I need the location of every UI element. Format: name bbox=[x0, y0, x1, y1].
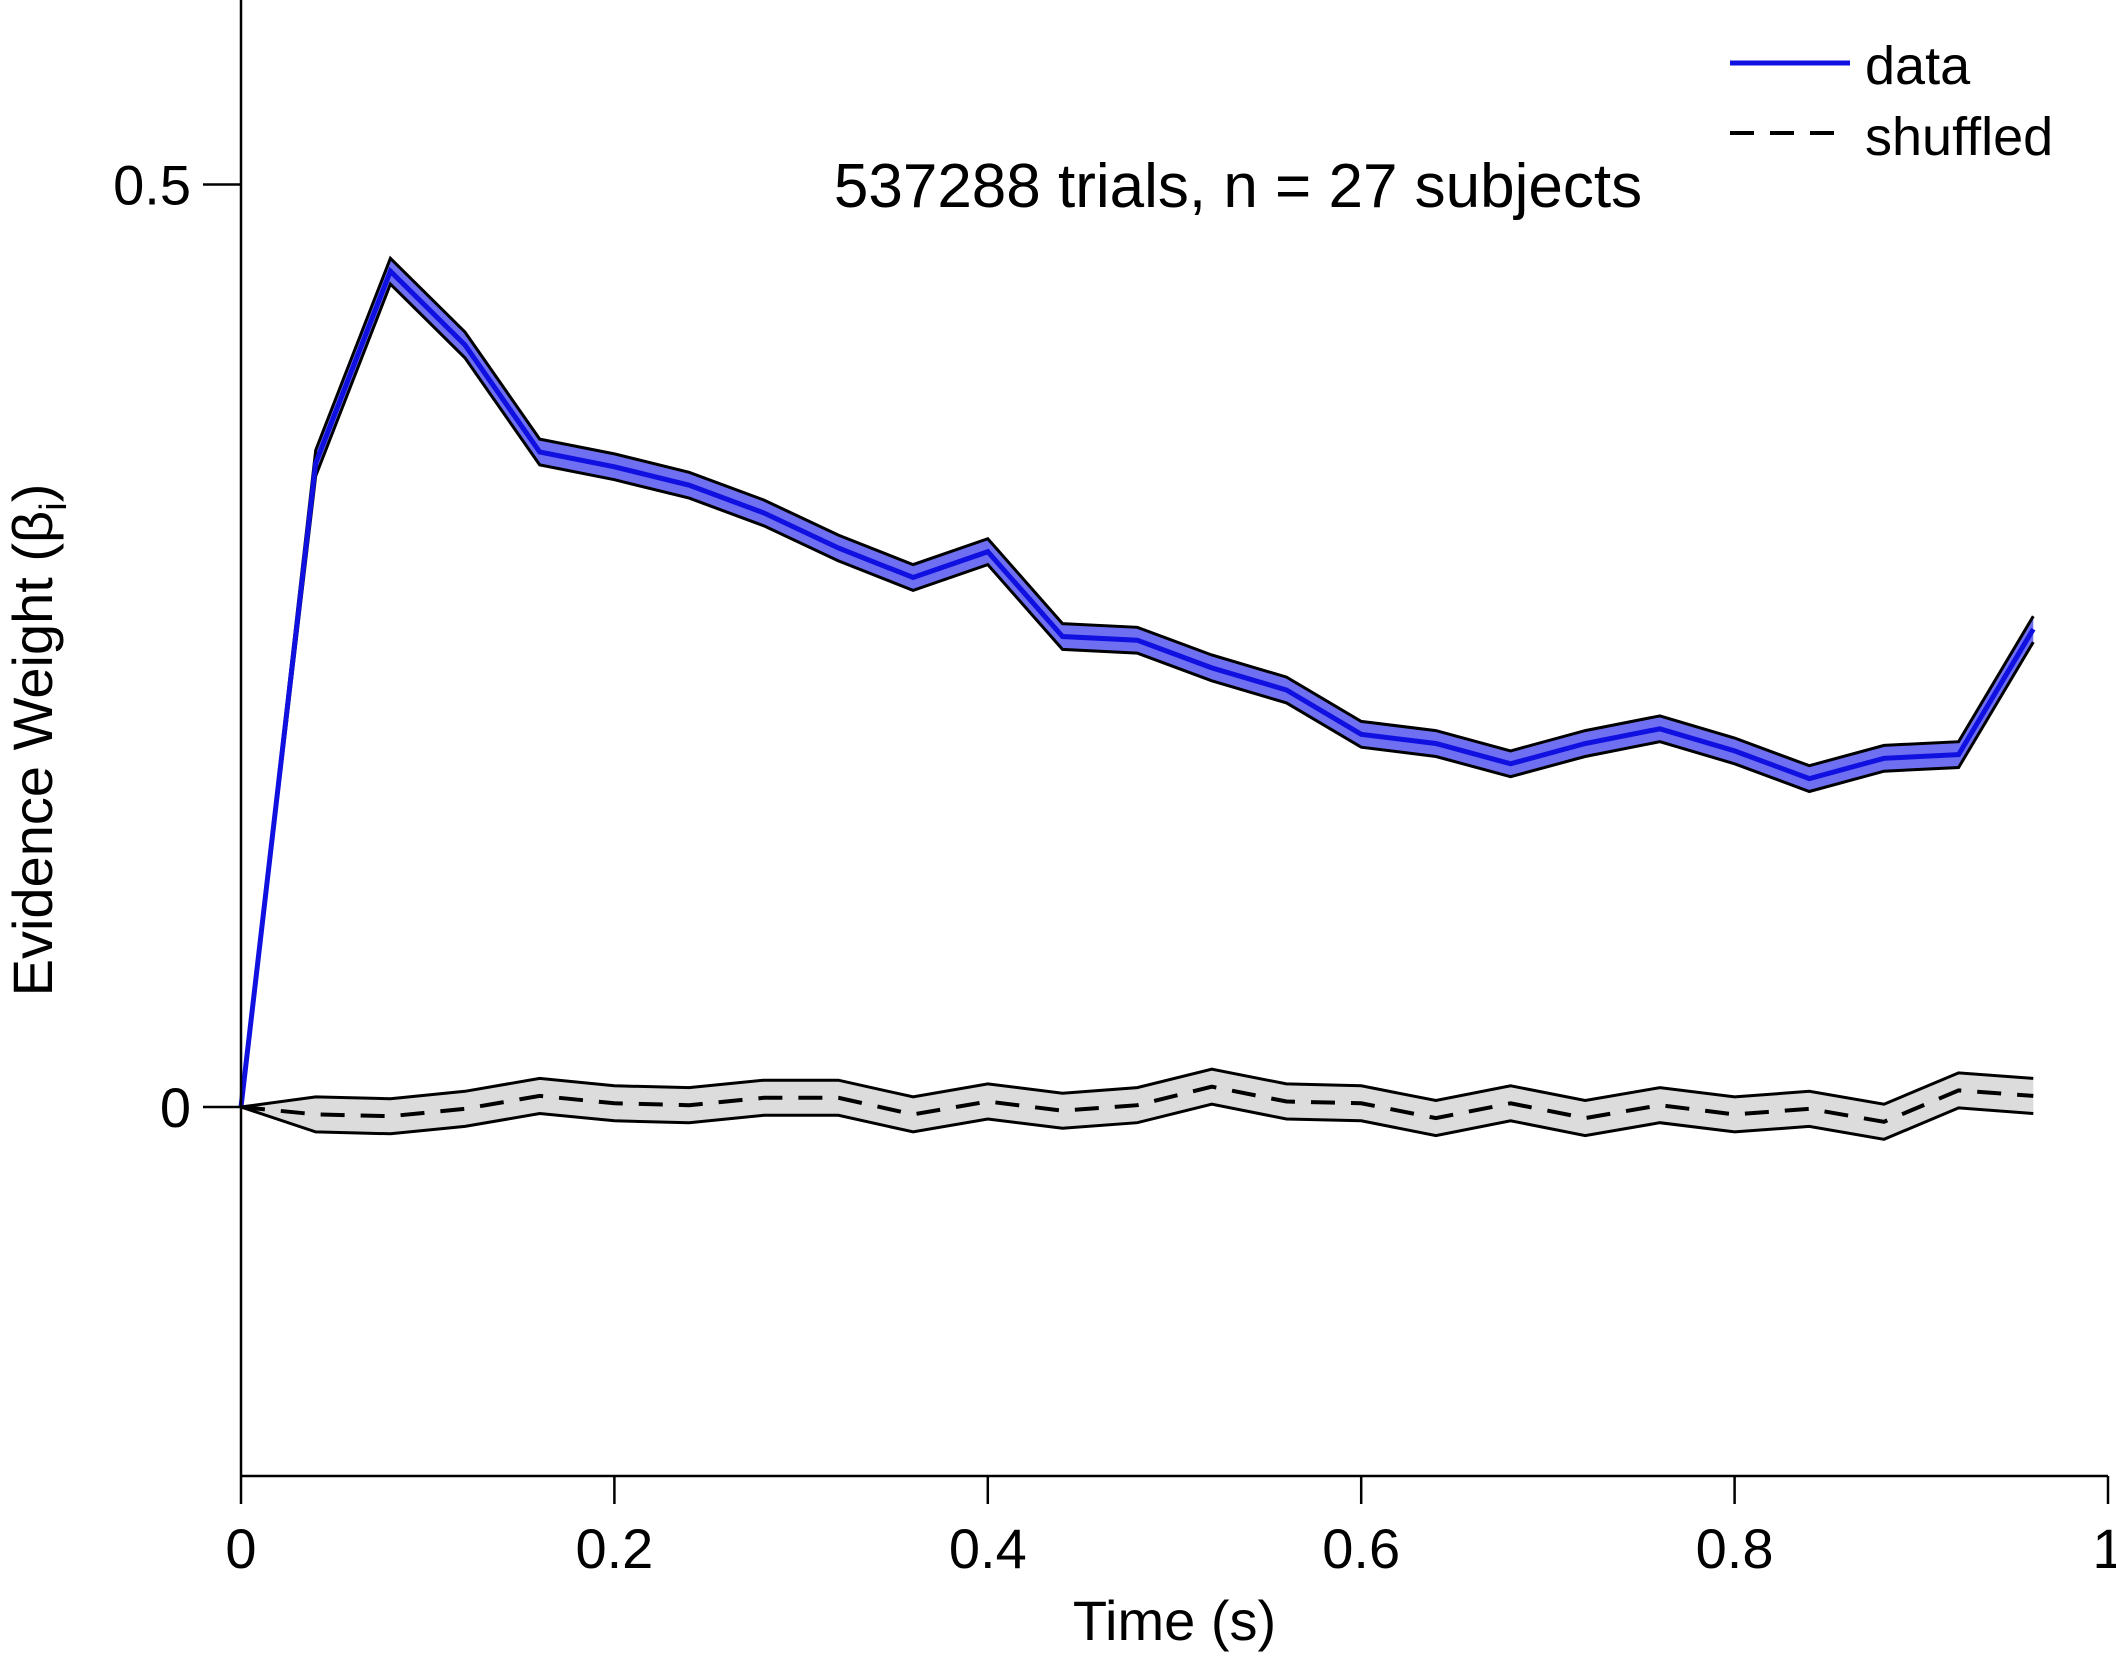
data-point-shuffled bbox=[2031, 1094, 2035, 1098]
data-point-data bbox=[538, 450, 542, 454]
error-band-lower-data bbox=[239, 281, 2035, 1108]
data-point-data bbox=[1210, 666, 1214, 670]
data-point-data bbox=[1359, 732, 1363, 736]
y-axis-label: Evidence Weight (βi) bbox=[1, 484, 75, 997]
data-point-data bbox=[911, 576, 915, 580]
data-point-shuffled bbox=[1061, 1109, 1065, 1113]
data-point-shuffled bbox=[388, 1114, 392, 1118]
axes bbox=[239, 0, 2108, 1478]
data-point-shuffled bbox=[1210, 1085, 1214, 1089]
y-axis-label-close: ) bbox=[1, 484, 64, 503]
x-tick-label: 0.2 bbox=[575, 1517, 653, 1580]
x-tick-label: 1 bbox=[2092, 1517, 2116, 1580]
data-point-shuffled bbox=[1509, 1101, 1513, 1105]
data-point-shuffled bbox=[836, 1096, 840, 1100]
data-point-data bbox=[762, 511, 766, 515]
x-tick-label: 0.6 bbox=[1322, 1517, 1400, 1580]
data-point-data bbox=[1135, 638, 1139, 642]
data-point-shuffled bbox=[762, 1096, 766, 1100]
y-tick-label: 0 bbox=[160, 1076, 191, 1139]
data-point-data bbox=[1882, 756, 1886, 760]
data-point-data bbox=[1285, 688, 1289, 692]
legend: data shuffled bbox=[1730, 36, 2053, 167]
series-line-shuffled bbox=[240, 1084, 2034, 1124]
data-point-data bbox=[1733, 749, 1737, 753]
error-band-upper-data bbox=[239, 255, 2035, 1108]
x-axis-label: Time (s) bbox=[1073, 1589, 1276, 1652]
data-point-shuffled bbox=[911, 1112, 915, 1116]
y-axis-label-subscript: i bbox=[33, 502, 75, 510]
data-point-data bbox=[1957, 753, 1961, 757]
y-axis-label-main: Evidence Weight (β bbox=[1, 511, 64, 997]
data-point-data bbox=[1434, 742, 1438, 746]
data-point-data bbox=[1807, 777, 1811, 781]
legend-label-data: data bbox=[1865, 36, 1971, 96]
data-point-shuffled bbox=[1957, 1088, 1961, 1092]
data-point-data bbox=[463, 343, 467, 347]
data-point-shuffled bbox=[314, 1112, 318, 1116]
legend-label-shuffled: shuffled bbox=[1865, 107, 2053, 167]
data-point-shuffled bbox=[538, 1094, 542, 1098]
error-band-data bbox=[241, 258, 2034, 1107]
data-point-data bbox=[388, 269, 392, 273]
trial-count-annotation: 537288 trials, n = 27 subjects bbox=[834, 152, 1642, 221]
data-point-data bbox=[986, 550, 990, 554]
data-point-shuffled bbox=[1285, 1100, 1289, 1104]
data-point-data bbox=[2031, 627, 2035, 631]
data-point-shuffled bbox=[1807, 1107, 1811, 1111]
series-lines bbox=[238, 266, 2036, 1124]
data-point-data bbox=[1583, 742, 1587, 746]
data-point-shuffled bbox=[1434, 1116, 1438, 1120]
x-tick-label: 0.8 bbox=[1696, 1517, 1774, 1580]
data-point-shuffled bbox=[1658, 1103, 1662, 1107]
data-point-shuffled bbox=[986, 1100, 990, 1104]
data-point-data bbox=[314, 461, 318, 465]
series-line-data bbox=[238, 266, 2036, 1108]
axis-ticks: 0 0.2 0.4 0.6 0.8 1 0 0.5 bbox=[113, 154, 2116, 1581]
data-point-shuffled bbox=[687, 1103, 691, 1107]
error-band-upper-shuffled bbox=[240, 1067, 2034, 1109]
data-point-data bbox=[1061, 635, 1065, 639]
error-band-lower-shuffled bbox=[240, 1102, 2034, 1141]
data-point-data bbox=[612, 465, 616, 469]
data-point-shuffled bbox=[1135, 1103, 1139, 1107]
data-point-shuffled bbox=[612, 1101, 616, 1105]
data-point-shuffled bbox=[1733, 1112, 1737, 1116]
data-point-shuffled bbox=[1359, 1101, 1363, 1105]
data-point-shuffled bbox=[1882, 1120, 1886, 1124]
data-point-data bbox=[836, 546, 840, 550]
data-point-shuffled bbox=[463, 1107, 467, 1111]
error-bands bbox=[239, 255, 2035, 1141]
x-tick-label: 0 bbox=[225, 1517, 256, 1580]
data-point-data bbox=[1509, 762, 1513, 766]
x-tick-label: 0.4 bbox=[949, 1517, 1027, 1580]
data-point-shuffled bbox=[1583, 1116, 1587, 1120]
data-point-data bbox=[687, 483, 691, 487]
data-point-data bbox=[1658, 727, 1662, 731]
y-tick-label: 0.5 bbox=[113, 154, 191, 217]
